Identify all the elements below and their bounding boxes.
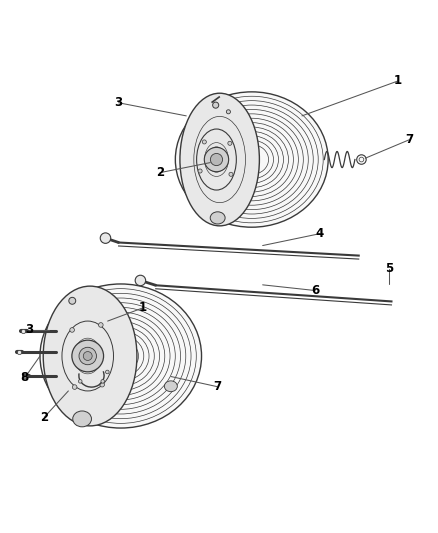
Circle shape: [226, 110, 230, 114]
Circle shape: [202, 140, 206, 144]
Ellipse shape: [43, 286, 137, 426]
Circle shape: [100, 233, 111, 244]
Circle shape: [101, 379, 105, 383]
Text: 4: 4: [315, 227, 324, 240]
Ellipse shape: [175, 92, 328, 227]
Text: 7: 7: [405, 133, 413, 147]
Ellipse shape: [210, 212, 225, 224]
Text: 2: 2: [156, 166, 164, 179]
Circle shape: [99, 322, 103, 327]
Circle shape: [79, 348, 96, 365]
Circle shape: [70, 328, 74, 332]
Text: 3: 3: [25, 324, 33, 336]
Circle shape: [83, 352, 92, 360]
Ellipse shape: [62, 321, 113, 391]
Circle shape: [135, 275, 146, 286]
Circle shape: [229, 172, 233, 176]
Text: 1: 1: [394, 75, 402, 87]
Ellipse shape: [197, 129, 237, 190]
Circle shape: [228, 141, 232, 146]
Circle shape: [106, 370, 109, 374]
Circle shape: [198, 169, 202, 173]
Text: 6: 6: [311, 284, 319, 297]
Ellipse shape: [164, 381, 177, 392]
Circle shape: [69, 297, 76, 304]
Circle shape: [212, 102, 219, 108]
Ellipse shape: [40, 284, 201, 428]
Text: 3: 3: [114, 96, 123, 109]
Text: 7: 7: [213, 380, 221, 393]
Text: 8: 8: [21, 372, 29, 384]
Circle shape: [204, 147, 229, 172]
Circle shape: [100, 382, 104, 387]
Text: 1: 1: [138, 302, 147, 314]
Circle shape: [78, 379, 82, 383]
Circle shape: [72, 340, 103, 372]
Circle shape: [357, 155, 366, 164]
Circle shape: [72, 385, 77, 390]
Text: 2: 2: [40, 410, 49, 424]
Ellipse shape: [180, 93, 259, 226]
Ellipse shape: [73, 411, 92, 427]
Text: 5: 5: [385, 262, 393, 275]
Circle shape: [210, 154, 223, 166]
